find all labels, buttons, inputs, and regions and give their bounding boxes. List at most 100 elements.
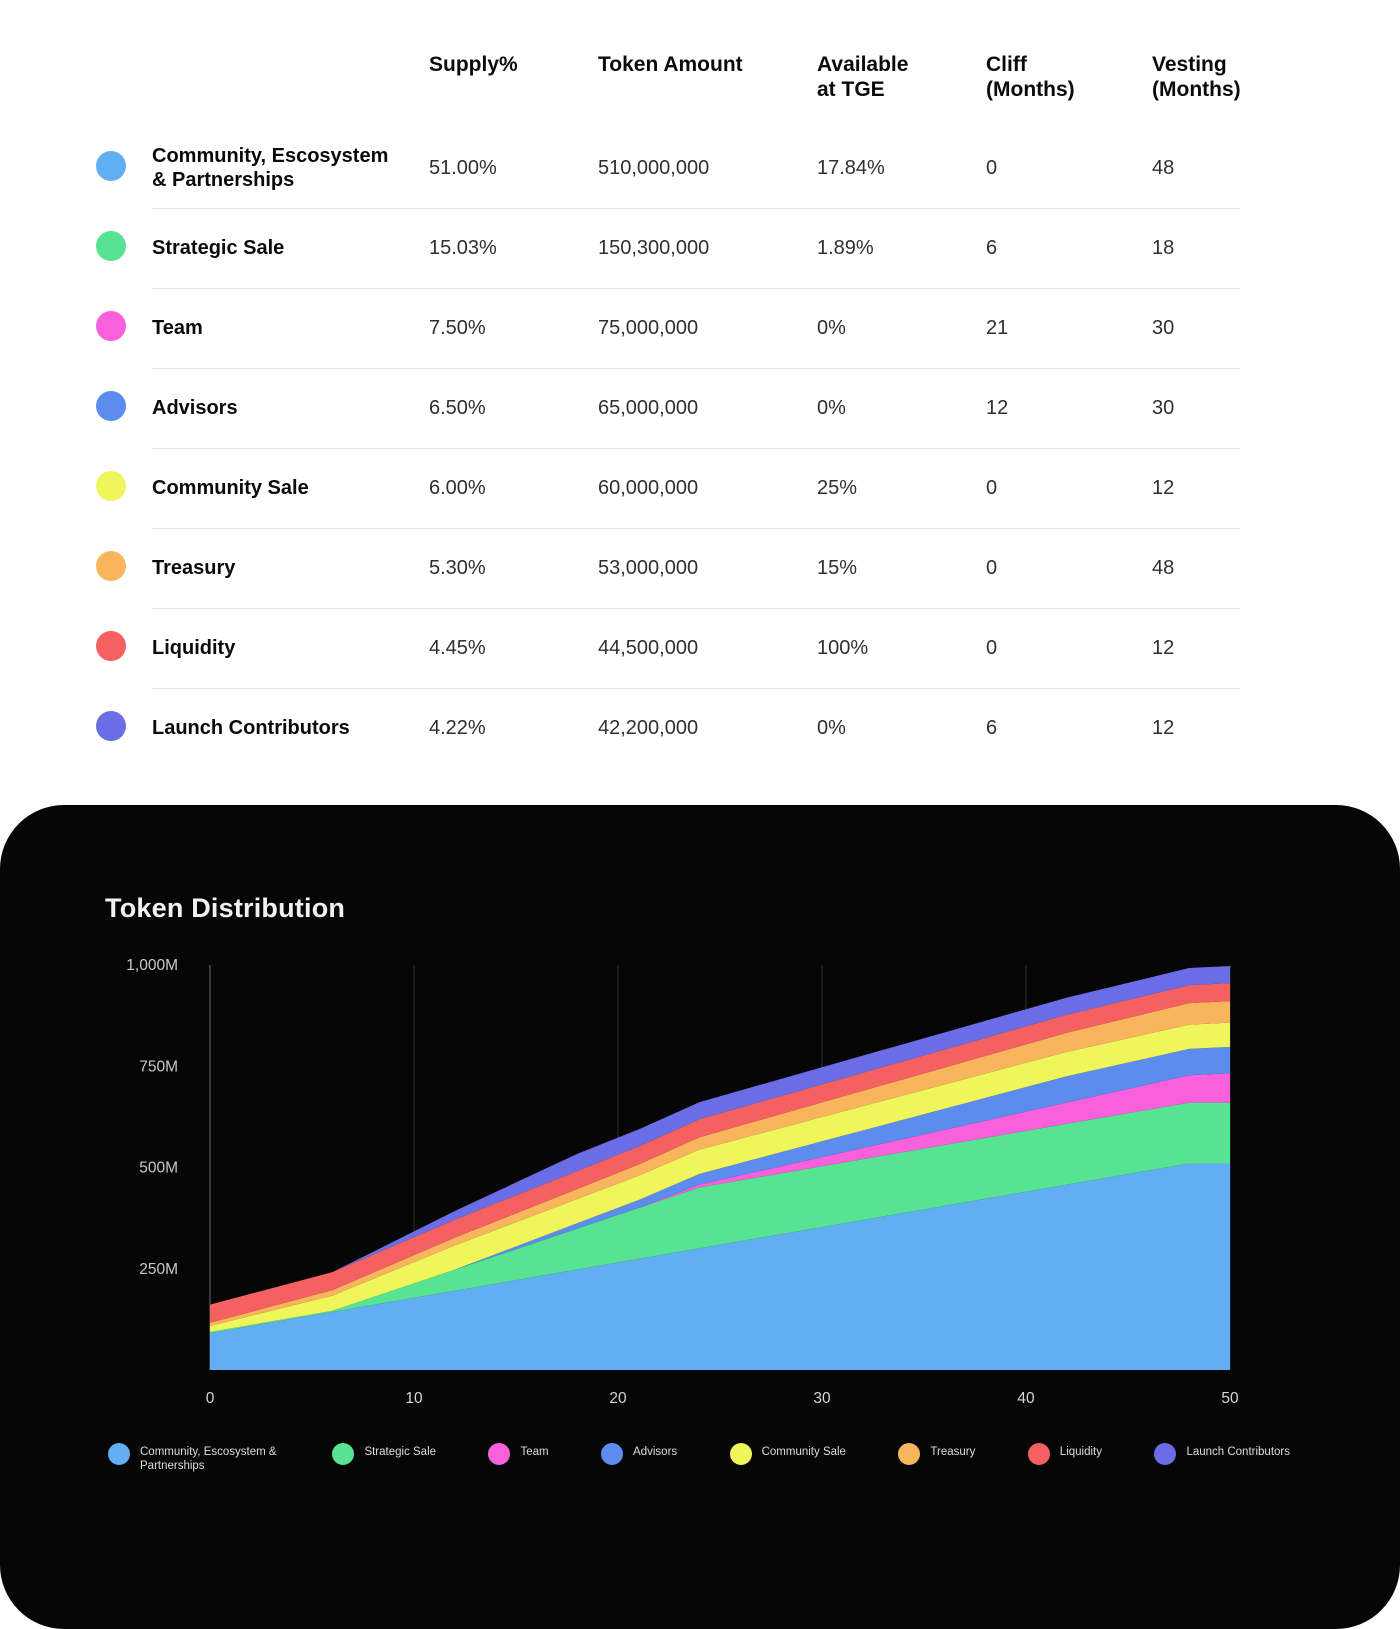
legend-label: Treasury	[930, 1446, 976, 1458]
legend-color-dot	[1154, 1443, 1177, 1465]
x-axis-tick-label: 50	[1221, 1390, 1239, 1407]
legend-item: Team	[488, 1443, 549, 1465]
available-at-tge-value: 100%	[817, 636, 869, 659]
allocation-table: Supply% Token Amount Available at TGE Cl…	[0, 0, 1400, 805]
vesting-value: 30	[1152, 396, 1175, 419]
legend-item: Community Sale	[729, 1443, 846, 1465]
legend-color-dot	[729, 1443, 752, 1465]
cliff-value: 6	[986, 716, 998, 739]
x-axis-tick-label: 10	[405, 1390, 423, 1407]
legend-label: Strategic Sale	[364, 1446, 437, 1458]
header-supply: Supply%	[429, 53, 518, 76]
supply-value: 6.50%	[429, 396, 486, 419]
x-axis-tick-label: 0	[206, 1390, 215, 1407]
available-at-tge-value: 0%	[817, 716, 846, 739]
cliff-value: 21	[986, 316, 1009, 339]
available-at-tge-value: 17.84%	[817, 156, 885, 179]
category-color-dot	[96, 150, 126, 181]
chart-legend: Community, Escosystem & Partnerships Stra…	[0, 1443, 1400, 1473]
header-vesting: Vesting (Months)	[1152, 53, 1241, 101]
cliff-value: 0	[986, 156, 998, 179]
cliff-value: 0	[986, 636, 998, 659]
header-cliff: Cliff (Months)	[986, 53, 1075, 101]
legend-label: Liquidity	[1059, 1446, 1102, 1458]
available-at-tge-value: 1.89%	[817, 236, 874, 259]
legend-label: Advisors	[633, 1446, 678, 1458]
y-axis-tick-label: 500M	[139, 1160, 178, 1177]
vesting-value: 12	[1152, 716, 1175, 739]
available-at-tge-value: 15%	[817, 556, 858, 579]
y-axis-tick-label: 250M	[139, 1261, 178, 1278]
legend-item: Strategic Sale	[332, 1443, 437, 1465]
vesting-value: 48	[1152, 556, 1175, 579]
category-name: Treasury	[152, 557, 236, 579]
available-at-tge-value: 25%	[817, 476, 858, 499]
allocation-table-body: Community, Escosystem & Partnerships 51.0…	[96, 128, 1255, 768]
vesting-value: 30	[1152, 316, 1175, 339]
token-amount-value: 53,000,000	[598, 556, 699, 579]
legend-color-dot	[898, 1443, 921, 1465]
table-row: Treasury 5.30% 53,000,000 15% 0 48	[96, 528, 1255, 608]
y-axis-tick-label: 750M	[139, 1058, 178, 1075]
category-name: Team	[152, 317, 203, 339]
token-amount-value: 44,500,000	[598, 636, 699, 659]
area-series	[210, 1163, 1230, 1370]
legend-label: Team	[520, 1446, 549, 1458]
area-series	[210, 1046, 1230, 1333]
cliff-value: 12	[986, 396, 1009, 419]
supply-value: 6.00%	[429, 476, 486, 499]
legend-item: Community, Escosystem & Partnerships	[108, 1443, 280, 1473]
category-color-dot	[96, 310, 126, 341]
legend-label: Launch Contributors	[1186, 1446, 1290, 1458]
cliff-value: 0	[986, 556, 998, 579]
category-color-dot	[96, 470, 126, 501]
table-row: Liquidity 4.45% 44,500,000 100% 0 12	[96, 608, 1255, 688]
legend-item: Liquidity	[1027, 1443, 1102, 1465]
x-axis-tick-label: 40	[1017, 1390, 1035, 1407]
category-name: Strategic Sale	[152, 237, 285, 259]
vesting-value: 18	[1152, 236, 1175, 259]
allocation-table-header: Supply% Token Amount Available at TGE Cl…	[96, 52, 1255, 102]
category-name: Liquidity	[152, 637, 236, 659]
token-amount-value: 60,000,000	[598, 476, 699, 499]
chart-title: Token Distribution	[105, 893, 346, 923]
category-color-dot	[96, 550, 126, 581]
header-available-at-tge: Available at TGE	[817, 53, 909, 101]
area-series	[210, 1001, 1230, 1326]
category-color-dot	[96, 230, 126, 261]
table-row: Team 7.50% 75,000,000 0% 21 30	[96, 288, 1255, 368]
area-series	[210, 1102, 1230, 1334]
supply-value: 4.22%	[429, 716, 486, 739]
category-name: Advisors	[152, 397, 238, 419]
legend-color-dot	[332, 1443, 355, 1465]
token-amount-value: 42,200,000	[598, 716, 699, 739]
table-row: Launch Contributors 4.22% 42,200,000 0% 6 12	[96, 688, 1255, 768]
vesting-value: 12	[1152, 476, 1175, 499]
legend-item: Launch Contributors	[1154, 1443, 1290, 1465]
area-series	[210, 1022, 1230, 1333]
legend-color-dot	[108, 1443, 130, 1465]
x-axis-tick-label: 20	[609, 1390, 627, 1407]
supply-value: 51.00%	[429, 156, 497, 179]
table-row: Strategic Sale 15.03% 150,300,000 1.89% 6 18	[96, 208, 1255, 288]
table-row: Advisors 6.50% 65,000,000 0% 12 30	[96, 368, 1255, 448]
table-row: Community, Escosystem & Partnerships 51.0…	[96, 128, 1255, 208]
available-at-tge-value: 0%	[817, 396, 846, 419]
token-distribution-chart: 250M 500M 750M 1,000M 0 10 20 30 40 50	[126, 957, 1239, 1407]
legend-color-dot	[488, 1443, 511, 1465]
vesting-value: 12	[1152, 636, 1175, 659]
chart-wrap: 250M 500M 750M 1,000M 0 10 20 30 40 50	[60, 955, 1300, 1440]
area-series	[210, 1073, 1230, 1333]
token-amount-value: 150,300,000	[598, 236, 710, 259]
category-name: Community, Escosystem & Partnerships	[152, 145, 389, 191]
vesting-value: 48	[1152, 156, 1175, 179]
x-axis-tick-label: 30	[813, 1390, 831, 1407]
token-amount-value: 510,000,000	[598, 156, 710, 179]
supply-value: 7.50%	[429, 316, 486, 339]
y-axis-tick-label: 1,000M	[126, 957, 178, 974]
legend-label: Community Sale	[761, 1446, 846, 1458]
token-distribution-card: Token Distribution 250M 500M 750M 1,000M 0 10…	[0, 805, 1400, 1629]
token-amount-value: 75,000,000	[598, 316, 699, 339]
table-row: Community Sale 6.00% 60,000,000 25% 0 12	[96, 448, 1255, 528]
legend-label: Community, Escosystem & Partnerships	[140, 1446, 277, 1472]
